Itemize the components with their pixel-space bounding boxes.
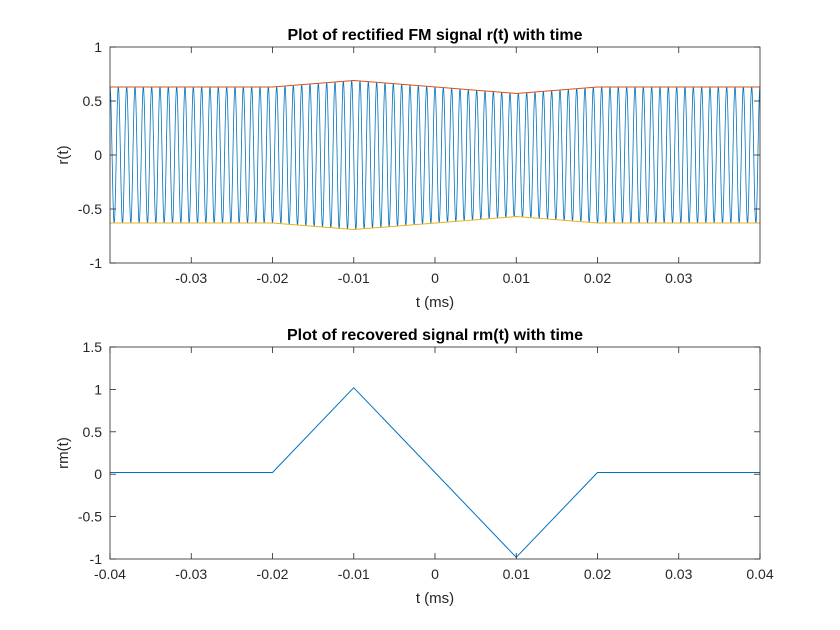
chart-2-xtick-label: 0.04: [746, 566, 773, 582]
chart-2-ytick-label: 0.5: [83, 424, 103, 440]
chart-2-ytick-label: 1: [94, 381, 102, 397]
chart-1-xtick-label: 0.03: [665, 270, 692, 286]
chart-1-xtick-label: 0.02: [584, 270, 611, 286]
chart-2-xtick-label: -0.02: [257, 566, 289, 582]
chart-1-plot-area: [110, 47, 760, 263]
chart-1-xtick-label: -0.03: [175, 270, 207, 286]
chart-2-xtick-label: 0.01: [503, 566, 530, 582]
chart-2-ytick-label: -1: [90, 551, 103, 567]
chart-2-xtick-label: 0.03: [665, 566, 692, 582]
chart-1-xlabel: t (ms): [416, 294, 454, 311]
chart-2: -0.04 -0.03 -0.02 -0.01 0 0.01 0.02 0.03 0.04 -1 -…: [55, 327, 774, 607]
chart-2-series-signal: [110, 387, 760, 558]
chart-1-xtick-label: -0.02: [257, 270, 289, 286]
chart-1-series-upper-envelope: [110, 79, 760, 94]
chart-1-series-lower-envelope: [110, 216, 760, 231]
chart-1-ytick-label: 0: [94, 147, 102, 163]
chart-1-ytick-label: 0.5: [83, 93, 103, 109]
chart-1-xtick-label: 0: [431, 270, 439, 286]
chart-1-title: Plot of rectified FM signal r(t) with ti…: [287, 27, 582, 44]
chart-2-xlabel: t (ms): [416, 590, 454, 607]
chart-2-xtick-label: -0.01: [338, 566, 370, 582]
chart-1-data: [110, 79, 760, 231]
chart-2-xtick-label: 0: [431, 566, 439, 582]
chart-2-ytick-label: -0.5: [78, 509, 102, 525]
chart-1-xtick-label: -0.01: [338, 270, 370, 286]
chart-2-xtick-label: 0.02: [584, 566, 611, 582]
chart-2-xtick-label: -0.04: [94, 566, 126, 582]
chart-1-xtick-label: 0.01: [503, 270, 530, 286]
chart-2-data: [110, 387, 760, 558]
chart-1-ytick-label: -1: [90, 255, 103, 271]
chart-1-ytick-label: -0.5: [78, 201, 102, 217]
chart-1-ytick-label: 1: [94, 39, 102, 55]
chart-2-ytick-label: 0: [94, 466, 102, 482]
chart-1: -0.03 -0.02 -0.01 0 0.01 0.02 0.03 -1 -0.5 0 0.5 1 P…: [55, 27, 761, 311]
chart-2-ytick-label: 1.5: [83, 339, 103, 355]
chart-2-ylabel: rm(t): [55, 437, 72, 469]
chart-2-plot-area: [110, 347, 760, 559]
chart-2-xtick-label: -0.03: [175, 566, 207, 582]
chart-1-ylabel: r(t): [55, 145, 72, 164]
chart-2-title: Plot of recovered signal rm(t) with time: [287, 327, 583, 344]
